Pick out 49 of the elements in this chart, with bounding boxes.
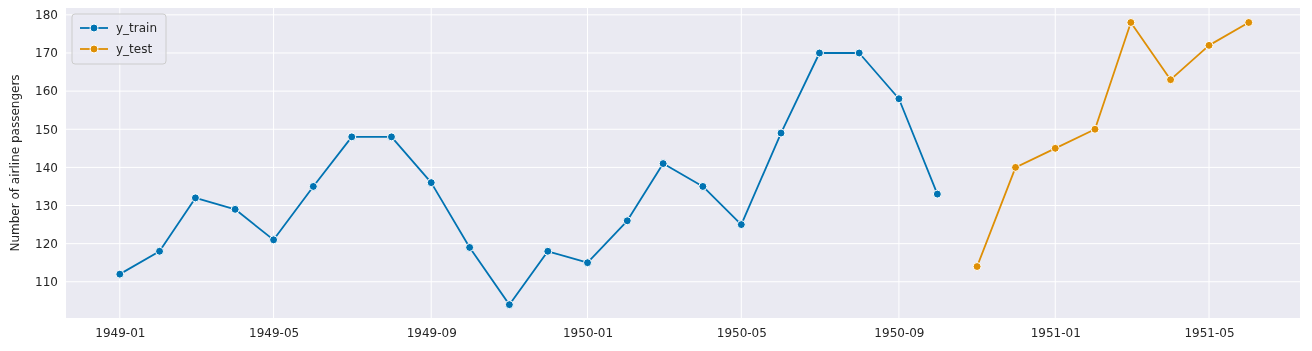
point [776, 128, 786, 138]
point [347, 132, 357, 142]
point [583, 258, 593, 268]
legend-label: y_test [116, 42, 153, 56]
point [1244, 18, 1254, 27]
point [1126, 18, 1136, 27]
x-tick-label: 1951-01 [1030, 325, 1081, 340]
y-axis-title: Number of airline passengers [8, 74, 22, 252]
point [426, 178, 436, 188]
point [1050, 143, 1060, 153]
y-tick-label: 150 [35, 122, 58, 137]
point [386, 132, 396, 142]
y-tick-label: 140 [35, 160, 58, 175]
x-tick-label: 1950-05 [716, 325, 767, 340]
point [155, 246, 165, 256]
point [658, 159, 668, 169]
point [698, 181, 708, 191]
point [894, 94, 904, 104]
point [1090, 124, 1100, 134]
point [854, 48, 864, 58]
y-tick-label: 160 [35, 84, 58, 99]
point [736, 220, 746, 230]
y-tick-label: 180 [35, 8, 58, 23]
point [622, 216, 632, 226]
point [1011, 162, 1021, 172]
y-tick-label: 110 [35, 275, 58, 290]
y-tick-label: 120 [35, 236, 58, 251]
point [814, 48, 824, 58]
point [543, 246, 553, 256]
y-tick-label: 130 [35, 198, 58, 213]
point [1166, 75, 1176, 85]
x-tick-label: 1949-05 [249, 325, 300, 340]
x-tick-label: 1949-01 [95, 325, 146, 340]
point [269, 235, 279, 245]
point [465, 242, 475, 252]
point [115, 269, 125, 279]
legend-label: y_train [116, 21, 158, 35]
x-tick-label: 1950-01 [562, 325, 614, 340]
x-tick-label: 1949-09 [406, 325, 457, 340]
point [972, 262, 982, 272]
y-tick-label: 170 [35, 46, 58, 61]
x-tick-label: 1950-09 [874, 325, 925, 340]
point [230, 204, 240, 214]
point [190, 193, 200, 203]
point [308, 181, 318, 191]
point [932, 189, 942, 199]
point [1204, 40, 1214, 50]
x-tick-label: 1951-05 [1184, 325, 1235, 340]
point [504, 300, 514, 310]
